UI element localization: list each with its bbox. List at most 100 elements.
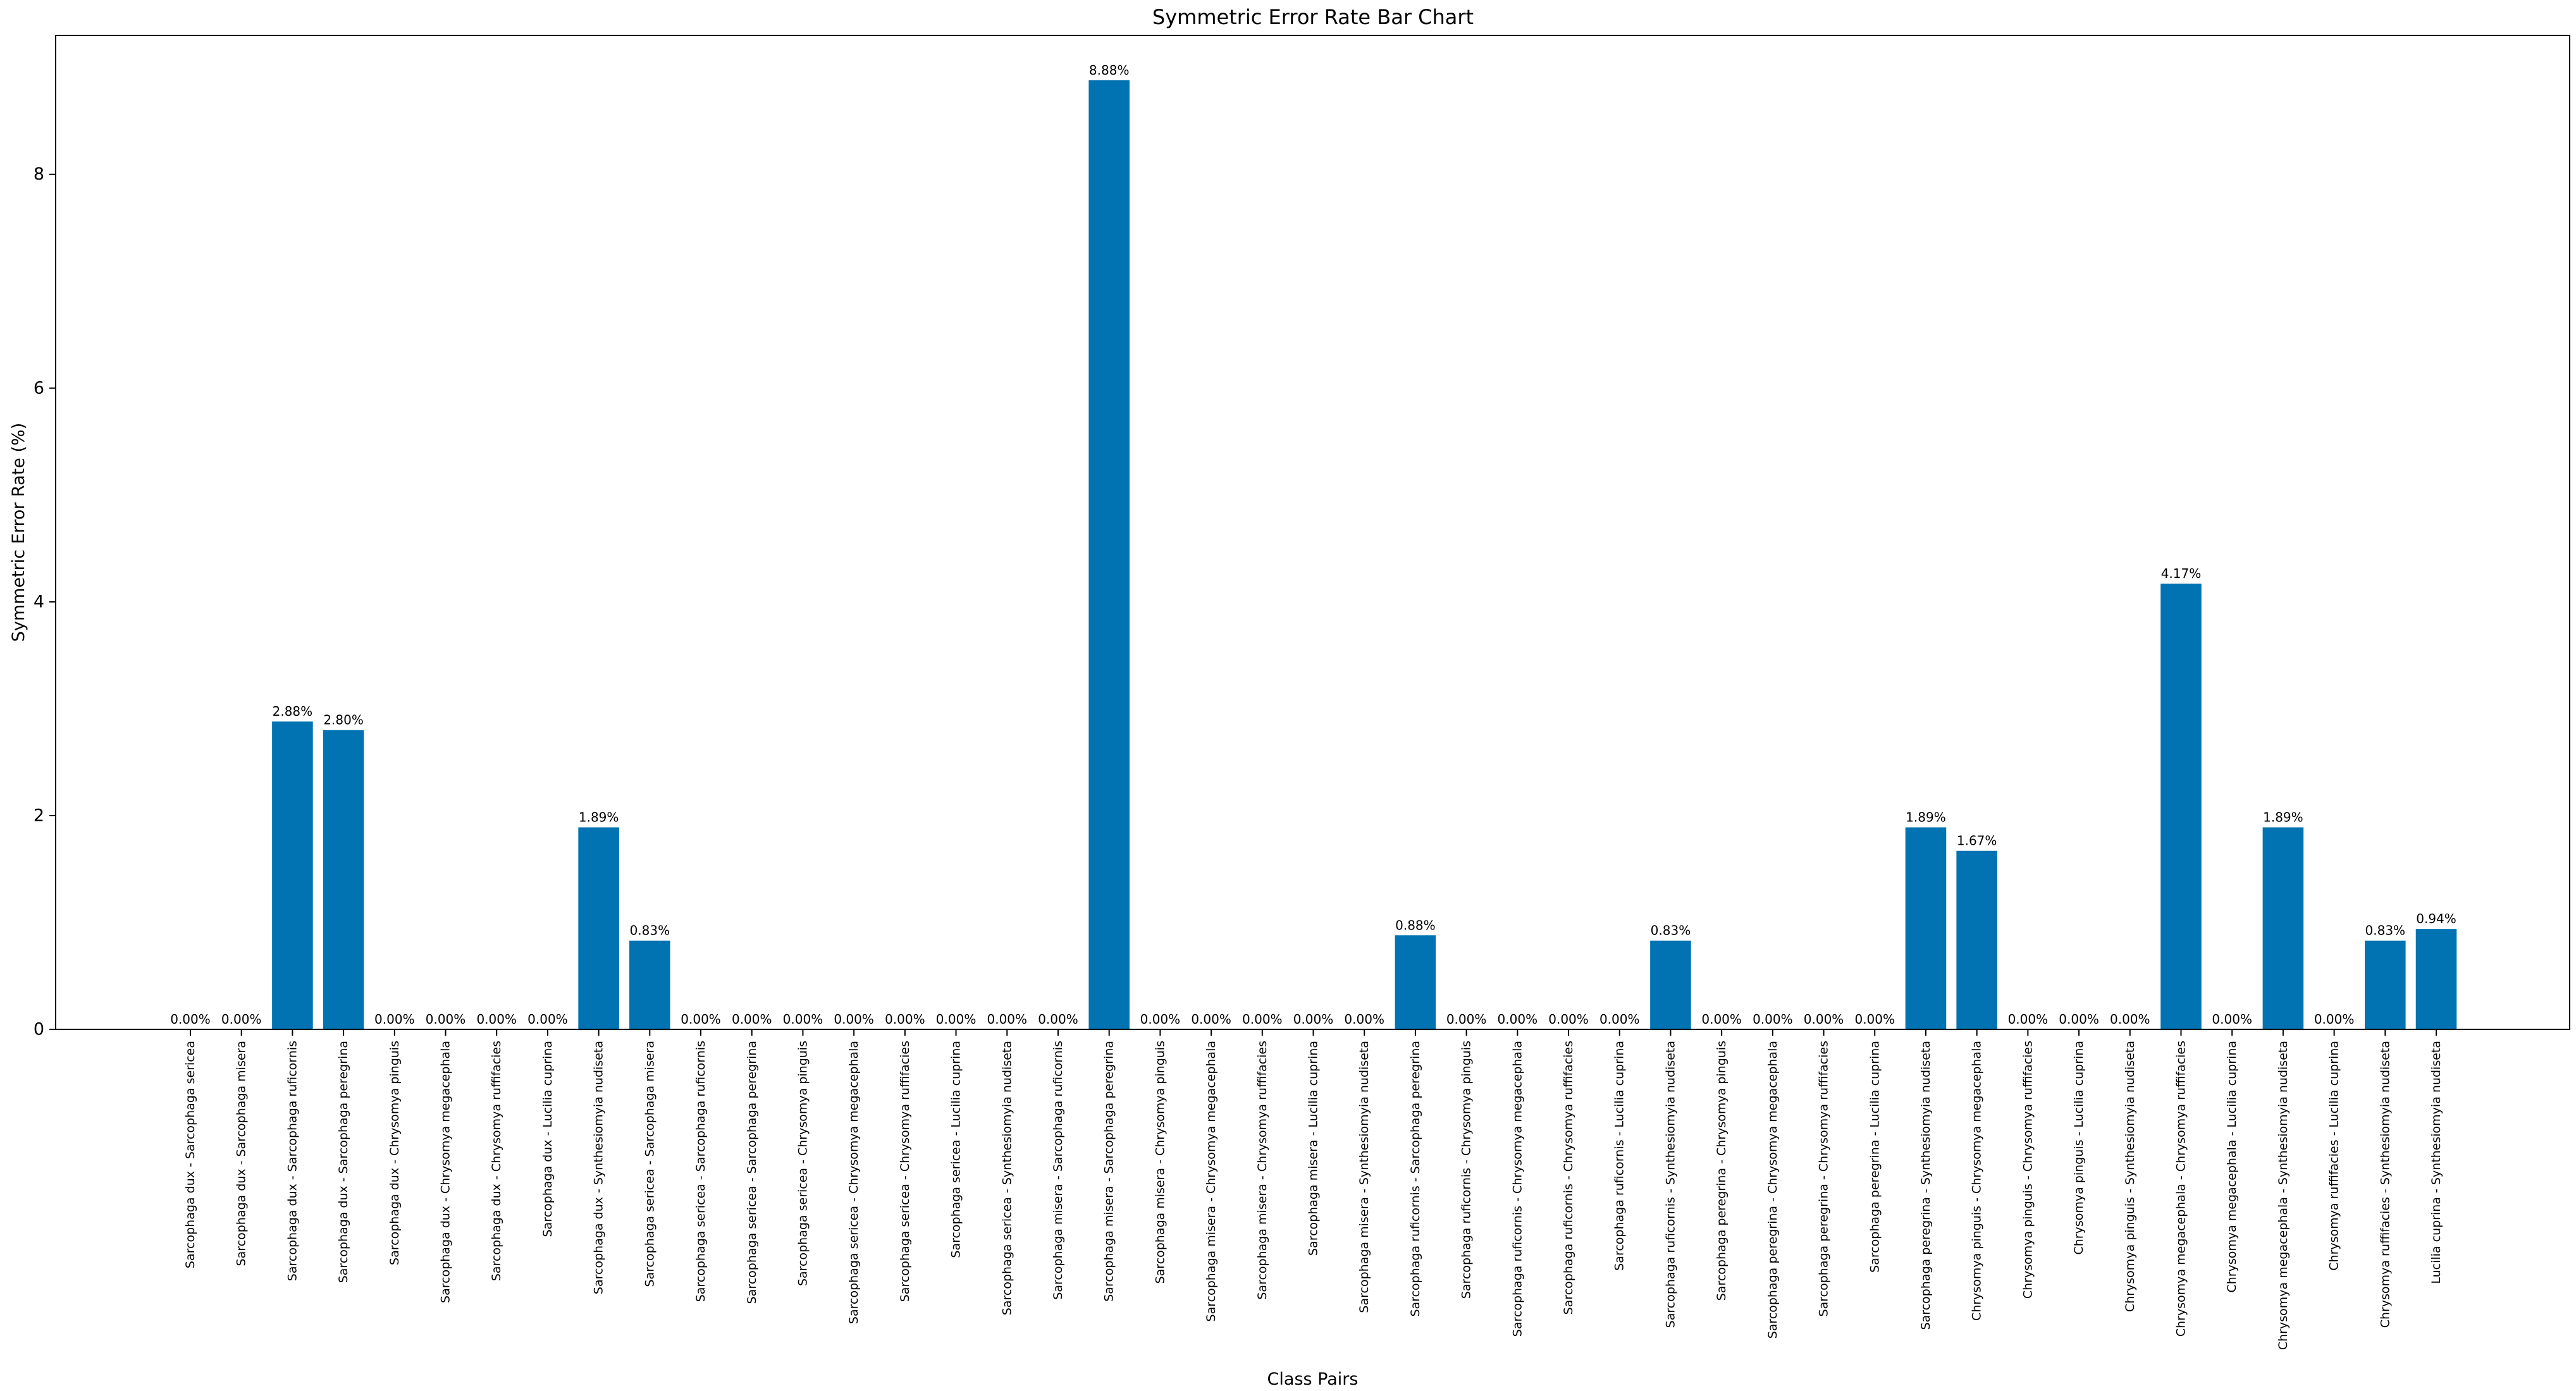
x-axis-label: Class Pairs	[1267, 1370, 1359, 1389]
data-label: 0.00%	[1804, 1012, 1844, 1027]
data-label: 1.89%	[2263, 810, 2303, 825]
data-label: 0.94%	[2416, 911, 2456, 926]
plot-frame	[55, 35, 2570, 1030]
data-labels-layer: 0.00% 0.00% 2.88% 2.80% 0.00% 0.00% 0.00% 0.00%…	[170, 63, 2456, 1027]
bar	[578, 827, 619, 1029]
x-tick-label: Sarcophaga sericea - Chrysomya ruffifaci…	[898, 1041, 912, 1302]
data-label: 0.00%	[1753, 1012, 1793, 1027]
x-tick-label: Sarcophaga dux - Chrysomya pinguis	[388, 1041, 402, 1265]
x-tick-label: Sarcophaga dux - Chrysomya ruffifacies	[490, 1041, 503, 1281]
bar	[2160, 584, 2202, 1029]
x-tick-label: Sarcophaga misera - Lucilia cuprina	[1307, 1041, 1321, 1256]
x-tick-label: Sarcophaga ruficornis - Sarcophaga pereg…	[1408, 1041, 1422, 1317]
data-label: 0.00%	[834, 1012, 874, 1027]
x-axis: Sarcophaga dux - Sarcophaga sericea Sarco…	[183, 1029, 2443, 1350]
bar	[629, 940, 670, 1029]
data-label: 0.00%	[374, 1012, 415, 1027]
data-label: 0.00%	[170, 1012, 211, 1027]
x-tick-label: Sarcophaga sericea - Sarcophaga peregrin…	[745, 1041, 759, 1304]
data-label: 0.00%	[426, 1012, 466, 1027]
data-label: 0.00%	[1599, 1012, 1640, 1027]
x-tick-label: Chrysomya pinguis - Lucilia cuprina	[2072, 1041, 2086, 1255]
data-label: 0.00%	[783, 1012, 823, 1027]
bar	[2262, 827, 2304, 1029]
y-tick-label: 0	[34, 1020, 44, 1039]
x-tick-label: Sarcophaga dux - Synthesiomyia nudiseta	[592, 1041, 606, 1294]
bar	[1650, 940, 1691, 1029]
bar	[1395, 935, 1436, 1029]
data-label: 0.00%	[987, 1012, 1027, 1027]
x-tick-label: Sarcophaga peregrina - Chrysomya ruffifa…	[1817, 1041, 1831, 1316]
data-label: 1.67%	[1957, 833, 1997, 849]
data-label: 0.00%	[2314, 1012, 2355, 1027]
x-tick-label: Sarcophaga misera - Chrysomya megacephal…	[1204, 1041, 1218, 1321]
x-tick-label: Sarcophaga ruficornis - Lucilia cuprina	[1613, 1041, 1627, 1271]
x-tick-label: Sarcophaga misera - Synthesiomyia nudise…	[1357, 1041, 1371, 1313]
data-label: 0.00%	[885, 1012, 925, 1027]
data-label: 0.00%	[1446, 1012, 1487, 1027]
bar	[272, 721, 313, 1029]
x-tick-label: Sarcophaga misera - Sarcophaga ruficorni…	[1051, 1041, 1065, 1300]
bars-layer	[272, 80, 2457, 1030]
y-tick-label: 2	[34, 806, 44, 825]
data-label: 0.00%	[1242, 1012, 1283, 1027]
y-axis-label: Symmetric Error Rate (%)	[9, 423, 28, 642]
data-label: 0.00%	[1701, 1012, 1742, 1027]
data-label: 0.83%	[2365, 923, 2406, 938]
x-tick-label: Sarcophaga ruficornis - Synthesiomyia nu…	[1663, 1041, 1677, 1328]
x-tick-label: Sarcophaga sericea - Synthesiomyia nudis…	[1000, 1041, 1014, 1315]
data-label: 0.00%	[1191, 1012, 1231, 1027]
x-tick-label: Sarcophaga sericea - Chrysomya megacepha…	[847, 1041, 861, 1324]
data-label: 8.88%	[1089, 63, 1130, 78]
data-label: 0.00%	[1548, 1012, 1589, 1027]
data-label: 0.00%	[2212, 1012, 2252, 1027]
y-tick-label: 6	[34, 378, 44, 398]
data-label: 0.00%	[1498, 1012, 1538, 1027]
x-tick-label: Chrysomya megacephala - Synthesiomyia nu…	[2276, 1041, 2290, 1350]
data-label: 1.89%	[1906, 810, 1946, 825]
x-tick-label: Sarcophaga ruficornis - Chrysomya ruffif…	[1562, 1041, 1575, 1314]
x-tick-label: Sarcophaga sericea - Chrysomya pinguis	[796, 1041, 810, 1286]
data-label: 0.00%	[476, 1012, 517, 1027]
x-tick-label: Sarcophaga dux - Chrysomya megacephala	[439, 1041, 453, 1303]
x-tick-label: Sarcophaga sericea - Sarcophaga misera	[643, 1041, 656, 1287]
data-label: 0.00%	[221, 1012, 262, 1027]
x-tick-label: Chrysomya ruffifacies - Synthesiomyia nu…	[2378, 1041, 2392, 1328]
bar	[1088, 80, 1130, 1030]
x-tick-label: Sarcophaga misera - Sarcophaga peregrina	[1102, 1041, 1116, 1302]
x-tick-label: Chrysomya ruffifacies - Lucilia cuprina	[2327, 1041, 2341, 1271]
x-tick-label: Chrysomya megacephala - Chrysomya ruffif…	[2174, 1041, 2188, 1337]
x-tick-label: Lucilia cuprina - Synthesiomyia nudiseta	[2429, 1041, 2443, 1284]
data-label: 0.83%	[630, 923, 670, 938]
bar	[1905, 827, 1947, 1029]
x-tick-label: Sarcophaga misera - Chrysomya pinguis	[1153, 1041, 1167, 1284]
data-label: 0.83%	[1651, 923, 1691, 938]
data-label: 0.00%	[2008, 1012, 2049, 1027]
x-tick-label: Sarcophaga misera - Chrysomya ruffifacie…	[1255, 1041, 1269, 1300]
x-tick-label: Sarcophaga ruficornis - Chrysomya megace…	[1510, 1041, 1524, 1337]
data-label: 0.00%	[1038, 1012, 1078, 1027]
bar	[323, 730, 364, 1029]
data-label: 4.17%	[2161, 566, 2202, 581]
data-label: 2.80%	[323, 713, 364, 728]
y-tick-label: 4	[34, 592, 44, 611]
bar	[2365, 940, 2406, 1029]
x-tick-label: Sarcophaga peregrina - Chrysomya pinguis	[1715, 1041, 1729, 1301]
x-tick-label: Sarcophaga dux - Sarcophaga peregrina	[336, 1041, 350, 1283]
x-tick-label: Sarcophaga peregrina - Synthesiomyia nud…	[1919, 1041, 1933, 1330]
data-label: 0.00%	[681, 1012, 721, 1027]
data-label: 0.88%	[1395, 917, 1436, 933]
data-label: 0.00%	[1140, 1012, 1181, 1027]
x-tick-label: Chrysomya pinguis - Chrysomya megacephal…	[1970, 1041, 1984, 1321]
data-label: 0.00%	[732, 1012, 772, 1027]
x-tick-label: Sarcophaga peregrina - Chrysomya megacep…	[1766, 1041, 1780, 1339]
x-tick-label: Sarcophaga dux - Lucilia cuprina	[541, 1041, 555, 1237]
x-tick-label: Sarcophaga sericea - Lucilia cuprina	[949, 1041, 963, 1258]
data-label: 0.00%	[936, 1012, 977, 1027]
y-tick-label: 8	[34, 164, 44, 184]
x-tick-label: Sarcophaga sericea - Sarcophaga ruficorn…	[694, 1041, 708, 1302]
data-label: 0.00%	[527, 1012, 568, 1027]
data-label: 0.00%	[1854, 1012, 1895, 1027]
